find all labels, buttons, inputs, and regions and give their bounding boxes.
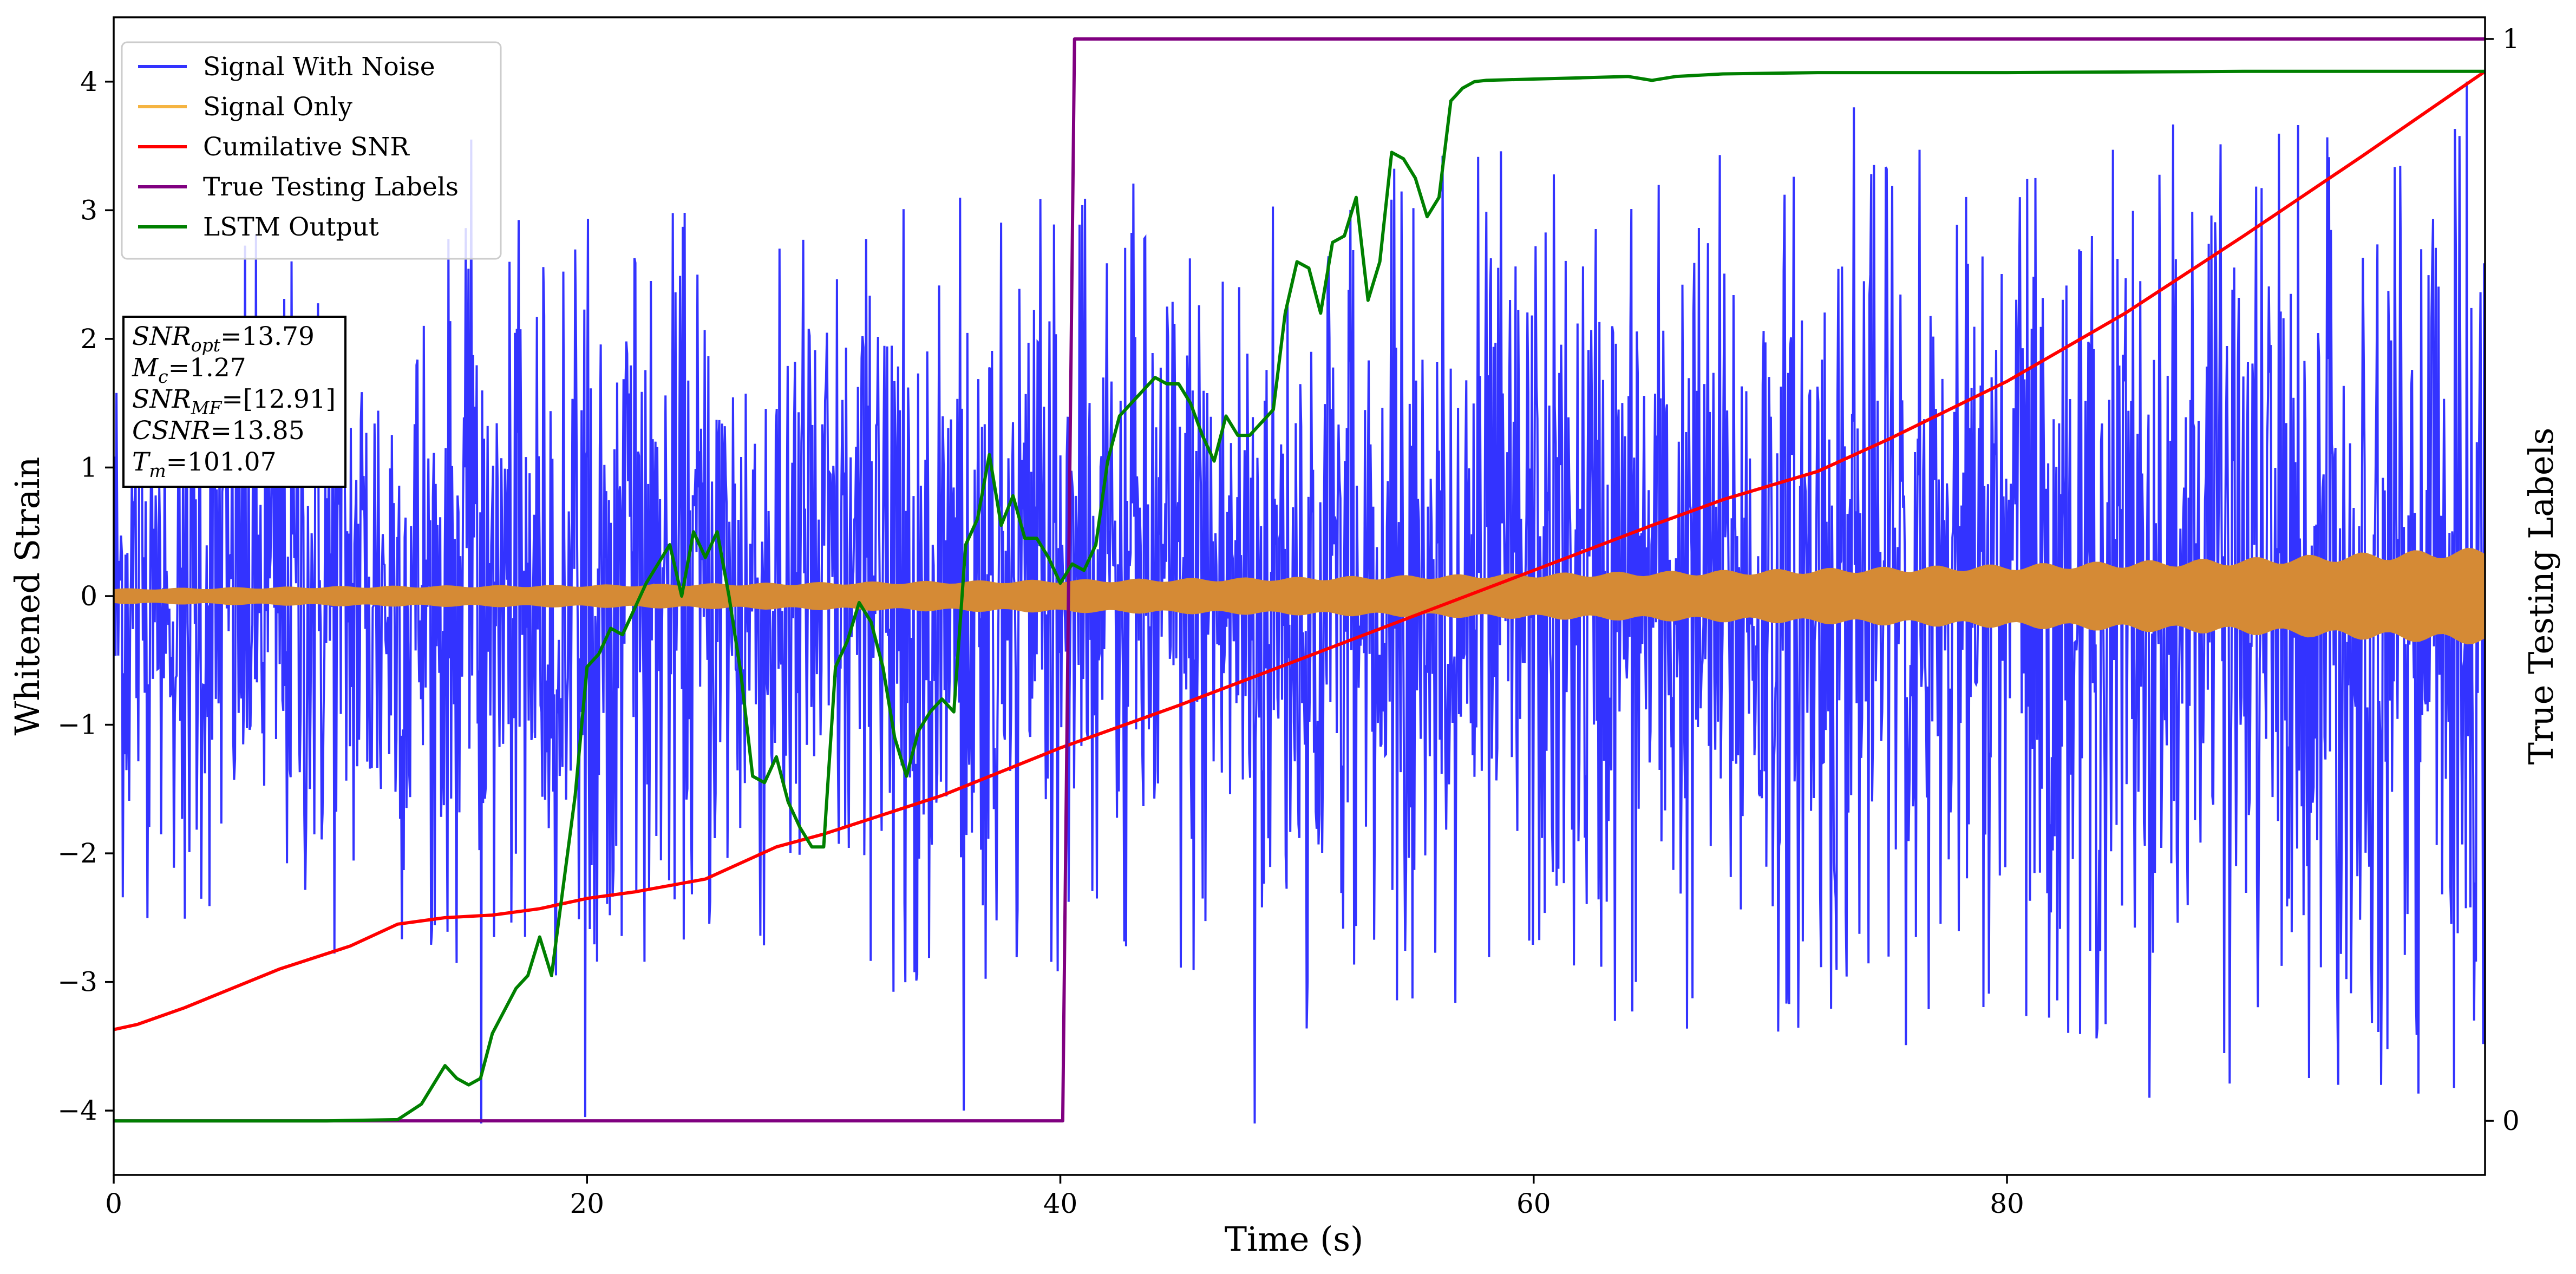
y-left-tick-label: 3 [80, 194, 97, 226]
info-line: Mc=1.27 [132, 353, 246, 387]
y-left-tick-label: 2 [80, 323, 97, 355]
y-axis-left-title: Whitened Strain [8, 457, 47, 736]
info-box-frame [122, 316, 346, 488]
series-cumilative-snr [114, 70, 2485, 1031]
y-axis-right-title: True Testing Labels [2521, 428, 2561, 765]
info-symbol: CSNR [132, 416, 211, 446]
y-left-tick-label: −2 [57, 838, 97, 869]
x-tick-label: 60 [1516, 1188, 1551, 1219]
info-subscript: MF [191, 397, 223, 419]
x-tick-label: 20 [570, 1188, 604, 1219]
info-symbol: SNR [132, 322, 191, 351]
x-tick-label: 40 [1043, 1188, 1078, 1219]
y-axis-left: −4 −3 −2 −1 0 1 2 3 4 [57, 66, 114, 1126]
info-annotation-box: SNRopt=13.79Mc=1.27SNRMF=[12.91]CSNR=13.… [122, 316, 346, 488]
info-symbol: SNR [132, 384, 191, 414]
info-subscript: m [149, 460, 166, 481]
y-left-tick-label: −1 [57, 709, 97, 741]
legend-label: Cumilative SNR [203, 132, 410, 162]
series-signal-only [114, 547, 2485, 645]
info-subscript: c [158, 366, 168, 387]
y-left-tick-label: −3 [57, 966, 97, 998]
legend: Signal With Noise Signal Only Cumilative S… [121, 41, 502, 260]
legend-label: LSTM Output [203, 212, 379, 242]
y-right-tick-label: 1 [2502, 23, 2520, 55]
info-line: CSNR=13.85 [132, 416, 305, 446]
x-axis: 0 20 40 60 80 [105, 1175, 2024, 1219]
info-value: =13.79 [220, 322, 315, 351]
series-layer [114, 37, 2485, 1124]
legend-label: Signal Only [203, 92, 352, 122]
legend-frame [121, 41, 502, 260]
info-symbol: M [132, 353, 159, 383]
y-axis-right: 01 [2485, 23, 2520, 1136]
x-tick-label: 0 [105, 1188, 122, 1219]
y-left-tick-label: 0 [80, 580, 97, 612]
series-lstm-output [114, 69, 2485, 1123]
y-left-tick-label: 4 [80, 66, 97, 97]
y-left-tick-label: −4 [57, 1095, 97, 1126]
info-line: SNRopt=13.79 [132, 322, 315, 356]
y-left-tick-label: 1 [80, 452, 97, 483]
x-tick-label: 80 [1990, 1188, 2024, 1219]
info-symbol: T [132, 447, 151, 477]
legend-label: True Testing Labels [203, 172, 459, 202]
info-value: =101.07 [166, 447, 277, 477]
legend-label: Signal With Noise [203, 52, 435, 82]
x-axis-title: Time (s) [1225, 1219, 1364, 1259]
info-line: SNRMF=[12.91] [132, 384, 336, 419]
series-signal-with-noise [114, 81, 2485, 1124]
info-value: =[12.91] [221, 384, 336, 414]
info-line: Tm=101.07 [132, 447, 277, 481]
info-value: =1.27 [168, 353, 246, 383]
info-value: =13.85 [211, 416, 305, 446]
y-right-tick-label: 0 [2502, 1105, 2520, 1136]
series-true-testing-labels [114, 37, 2485, 1123]
info-subscript: opt [191, 335, 221, 356]
